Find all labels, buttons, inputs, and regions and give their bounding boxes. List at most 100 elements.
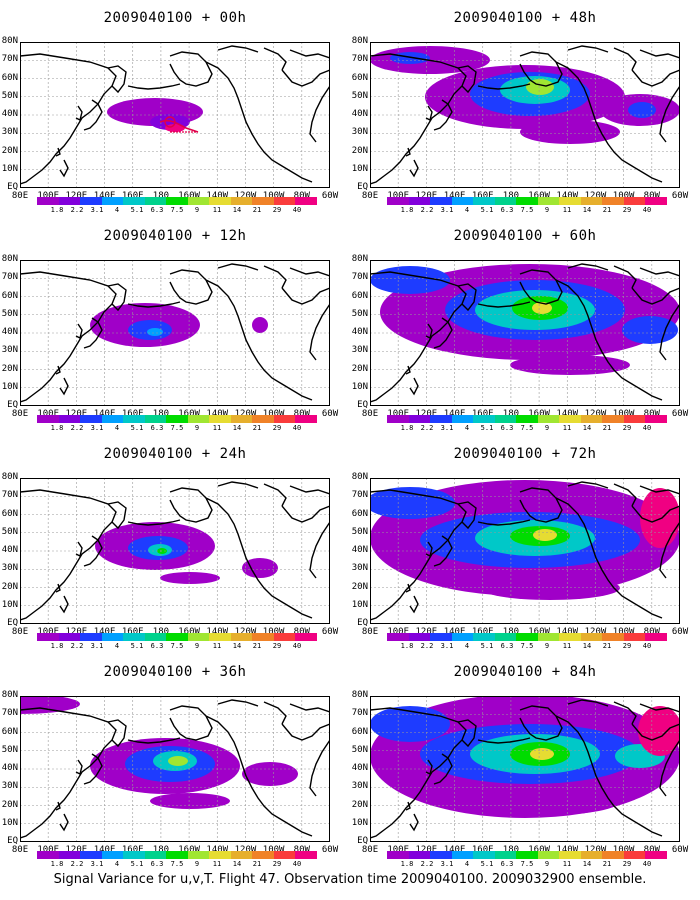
lon-label: 180 — [152, 627, 170, 637]
colorbar-level-label: 5.1 — [130, 424, 144, 432]
coastline — [639, 485, 680, 495]
colorbar-swatch — [252, 851, 274, 859]
colorbar-swatch — [451, 851, 474, 859]
colorbar-swatch — [430, 197, 452, 205]
lat-label: 20N — [1, 799, 18, 810]
lat-label: 10N — [1, 381, 18, 392]
colorbar-swatch — [645, 851, 667, 859]
variance-region — [168, 756, 188, 766]
variance-region — [370, 487, 455, 519]
colorbar-swatch — [166, 415, 188, 423]
coastline — [613, 701, 637, 725]
lon-label: 60W — [671, 191, 689, 201]
lat-label: 40N — [351, 327, 368, 337]
colorbar-swatch — [645, 197, 667, 205]
colorbar-swatch — [473, 415, 495, 423]
coastline — [263, 265, 287, 289]
lon-label: 120E — [415, 627, 438, 637]
colorbar-level-label: 2.2 — [70, 860, 84, 868]
colorbar-swatch — [387, 851, 409, 859]
lat-label: EQ — [357, 400, 368, 410]
lon-label: 100W — [612, 191, 635, 201]
colorbar-level-label: 6.3 — [500, 860, 514, 868]
lon-label: 140E — [443, 409, 466, 419]
colorbar-swatch — [623, 415, 646, 423]
colorbar-level-label: 9 — [544, 642, 550, 650]
map-plot: 80N 70N 60N 50N 40N 30N 20N 10N EQ 80E 100E 120E 140… — [2, 690, 338, 855]
map-panel-60h: 2009040100 + 60h 80N 70N 60N 50N 40N 30N 20N 10N… — [350, 218, 700, 438]
lon-label: 160E — [471, 845, 494, 855]
colorbar-level-label: 21 — [252, 642, 262, 650]
colorbar-swatch — [623, 197, 646, 205]
coastline — [205, 715, 313, 837]
colorbar-level-label: 2.2 — [420, 424, 434, 432]
lon-label: 140W — [556, 191, 579, 201]
colorbar — [387, 197, 667, 205]
map-canvas — [20, 42, 330, 188]
colorbar-level-label: 4 — [114, 206, 120, 214]
lon-label: 180 — [502, 845, 520, 855]
lon-label: 80E — [11, 191, 29, 201]
coastline — [425, 759, 433, 776]
lon-label: 160E — [471, 627, 494, 637]
coastline — [555, 61, 663, 183]
colorbar-level-label: 3.1 — [440, 642, 454, 650]
lat-label: 20N — [351, 363, 368, 374]
colorbar-swatch — [187, 633, 210, 641]
colorbar — [37, 633, 317, 641]
lon-label: 180 — [502, 191, 520, 201]
colorbar-level-label: 29 — [272, 860, 282, 868]
lon-label: 140E — [93, 845, 116, 855]
colorbar-level-label: 21 — [602, 206, 612, 214]
coastline — [59, 595, 69, 614]
coastline — [631, 505, 680, 523]
lat-label: 60N — [351, 726, 368, 737]
lon-label: 140W — [556, 627, 579, 637]
colorbar-level-label: 3.1 — [90, 206, 104, 214]
lon-label: 140E — [93, 409, 116, 419]
panel-title: 2009040100 + 00h — [103, 10, 247, 26]
colorbar-swatch — [80, 633, 102, 641]
lon-label: 60W — [321, 845, 339, 855]
colorbar-level-label: 6.3 — [150, 642, 164, 650]
colorbar-swatch — [230, 415, 253, 423]
coastline — [281, 723, 330, 741]
lat-label: 10N — [1, 599, 18, 610]
lon-label: 120W — [584, 627, 607, 637]
coastline — [659, 303, 680, 361]
coastline — [433, 317, 453, 349]
map-plot: 80N 70N 60N 50N 40N 30N 20N 10N EQ 80E 100E 120E 140… — [2, 254, 338, 419]
coastline — [613, 47, 637, 71]
coastline — [75, 541, 83, 558]
lon-label: 140E — [443, 627, 466, 637]
colorbar-swatch — [430, 851, 452, 859]
coastline — [639, 267, 680, 277]
colorbar-swatch — [473, 633, 495, 641]
colorbar-swatch — [123, 851, 145, 859]
map-plot: 80N 70N 60N 50N 40N 30N 20N 10N EQ 80E 100E 120E 140… — [2, 36, 338, 201]
colorbar-swatch — [252, 415, 274, 423]
colorbar-level-label: 5.1 — [130, 860, 144, 868]
lon-label: 80W — [643, 845, 660, 855]
colorbar — [387, 851, 667, 859]
lat-label: 10N — [1, 163, 18, 174]
lon-label: 160W — [178, 191, 200, 201]
colorbar-level-label: 1.8 — [50, 642, 64, 650]
lon-label: 120W — [234, 845, 257, 855]
map-canvas — [370, 696, 680, 842]
variance-region — [150, 793, 230, 809]
variance-region — [252, 317, 268, 333]
lon-label: 100W — [612, 845, 635, 855]
colorbar-level-label: 4 — [464, 642, 470, 650]
colorbar-swatch — [80, 415, 102, 423]
colorbar-swatch — [37, 415, 59, 423]
lat-label: 80N — [351, 472, 368, 482]
coastline — [309, 521, 330, 579]
coastline — [20, 271, 117, 403]
coastline — [127, 301, 181, 308]
colorbar-swatch — [101, 197, 124, 205]
coastline — [107, 501, 127, 530]
colorbar-level-label: 7.5 — [170, 642, 184, 650]
lon-label: 160E — [471, 191, 494, 201]
colorbar-swatch — [273, 415, 296, 423]
